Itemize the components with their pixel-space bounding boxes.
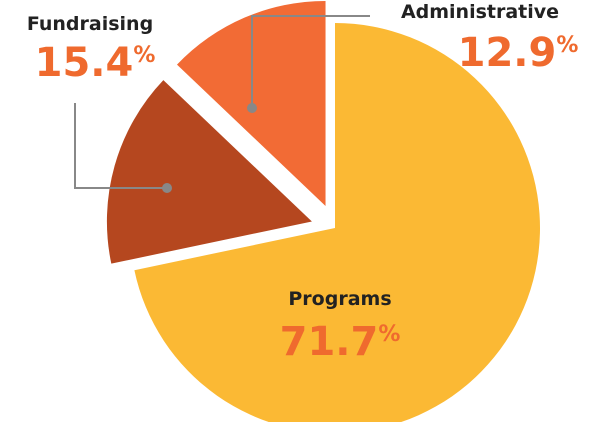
pie-slice [106,80,312,264]
slice-name: Administrative [401,1,559,23]
slice-name: Fundraising [27,13,153,35]
slice-value: 71.7% [280,319,401,365]
leader-dot [162,183,172,193]
value-number: 71.7 [280,319,379,365]
leader-line [74,103,167,189]
slice-value: 12.9% [458,30,579,76]
value-unit: % [556,33,578,58]
slice-name: Programs [288,288,391,310]
value-unit: % [133,43,155,68]
leader-dot [247,103,257,113]
value-unit: % [378,322,400,347]
slice-value: 15.4% [35,40,156,86]
value-number: 15.4 [35,40,134,86]
pie-slice [134,23,540,422]
leader-line [251,15,370,108]
value-number: 12.9 [458,30,557,76]
